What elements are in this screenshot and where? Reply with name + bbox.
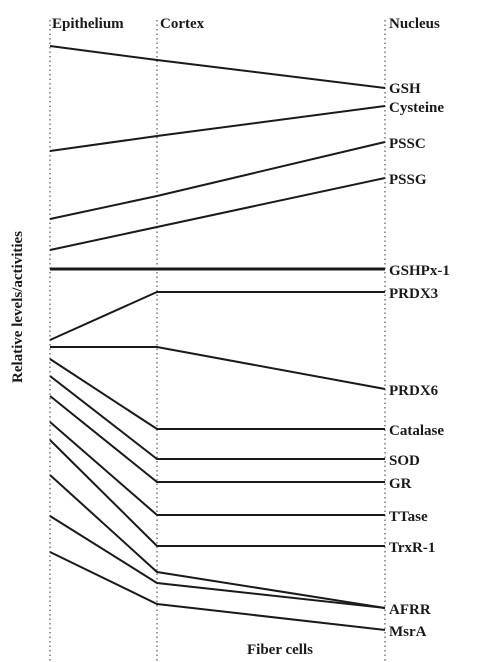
- pssg-label: PSSG: [389, 172, 427, 188]
- x-axis-label: Fiber cells: [247, 642, 313, 658]
- prdx3-label: PRDX3: [389, 286, 438, 302]
- cysteine-trend-line: [49, 105, 386, 152]
- trxr-1-trend-line: [49, 439, 385, 547]
- catalase-label: Catalase: [389, 423, 444, 439]
- msra-trend-line: [49, 515, 386, 609]
- afrr-label: AFRR: [389, 602, 431, 618]
- pssc-label: PSSC: [389, 136, 426, 152]
- prdx6-label: PRDX6: [389, 383, 439, 399]
- cysteine-label: Cysteine: [389, 100, 444, 116]
- gr-trend-line: [49, 395, 385, 483]
- gsh-trend-line: [49, 45, 386, 89]
- epithelium-header: Epithelium: [52, 16, 124, 32]
- gr-label: GR: [389, 476, 412, 492]
- ttase-trend-line: [49, 421, 385, 516]
- cortex-header: Cortex: [160, 16, 205, 32]
- pssg-trend-line: [49, 177, 386, 251]
- sod-label: SOD: [389, 453, 420, 469]
- sod-trend-line: [49, 375, 385, 460]
- trxr-1-label: TrxR-1: [389, 540, 435, 556]
- gshpx-1-label: GSHPx-1: [389, 263, 450, 279]
- msra-label: MsrA: [389, 624, 427, 640]
- y-axis-label: Relative levels/activities: [10, 231, 26, 383]
- pssc-trend-line: [49, 141, 386, 220]
- gsh-label: GSH: [389, 81, 421, 97]
- prdx3-trend-line: [49, 291, 385, 341]
- catalase-trend-line: [49, 358, 385, 430]
- ttase-label: TTase: [389, 509, 428, 525]
- msra-trend-line: [49, 551, 386, 631]
- prdx6-trend-line: [50, 346, 386, 390]
- nucleus-header: Nucleus: [389, 16, 440, 32]
- afrr-trend-line: [49, 474, 386, 609]
